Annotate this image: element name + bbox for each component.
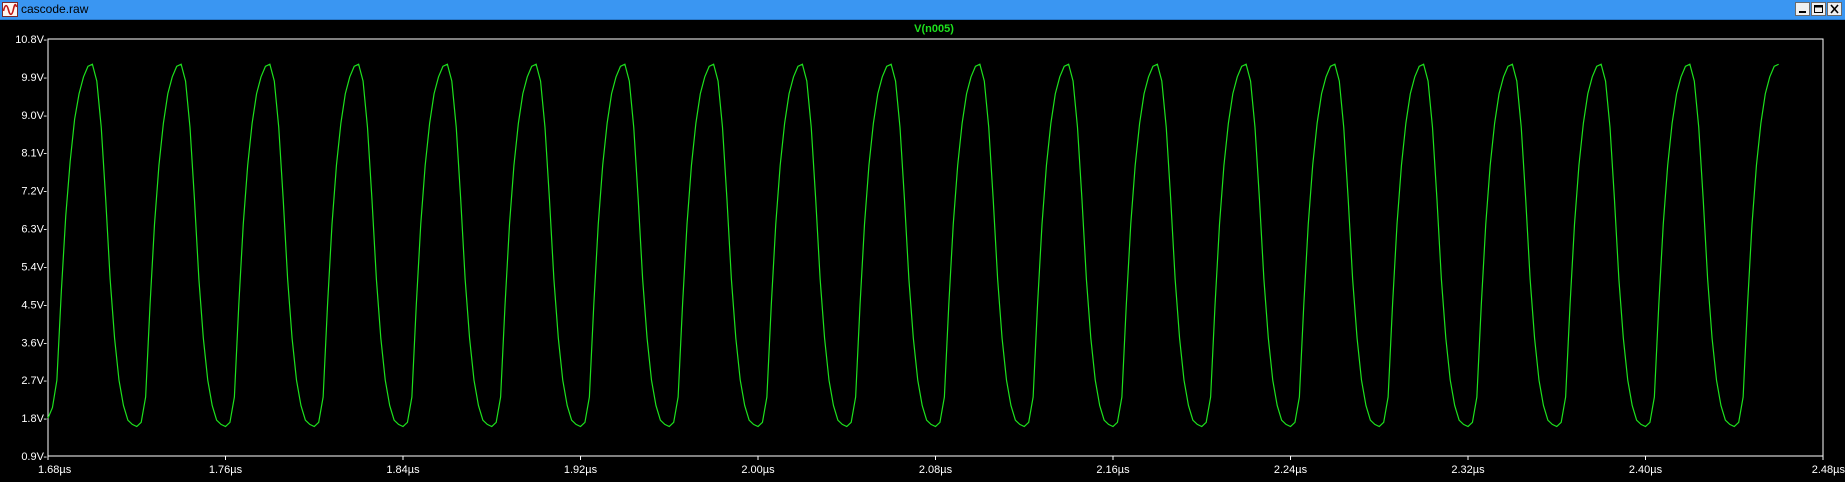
minimize-button[interactable] xyxy=(1795,2,1810,16)
x-tick-label: 2.32µs xyxy=(1451,464,1485,476)
y-tick-label: 1.8V- xyxy=(21,413,47,425)
y-tick-label: 2.7V- xyxy=(21,375,47,387)
window-title: cascode.raw xyxy=(21,2,89,16)
y-tick-label: 9.9V- xyxy=(21,72,47,84)
x-tick-label: 2.00µs xyxy=(741,464,775,476)
title-bar[interactable]: cascode.raw xyxy=(0,0,1845,20)
y-tick-label: 7.2V- xyxy=(21,186,47,198)
x-tick-label: 2.40µs xyxy=(1629,464,1663,476)
y-tick-label: 9.0V- xyxy=(21,110,47,122)
x-tick-label: 2.16µs xyxy=(1096,464,1130,476)
y-tick-label: 4.5V- xyxy=(21,299,47,311)
y-tick-label: 3.6V- xyxy=(21,337,47,349)
waveform-app-icon xyxy=(2,2,18,17)
x-tick-label: 2.24µs xyxy=(1274,464,1308,476)
x-axis-ticks: 1.68µs 1.76µs 1.84µs 1.92µs 2.00µs 2.08µs 2.16… xyxy=(38,456,1845,476)
y-tick-label: 10.8V- xyxy=(15,34,47,46)
x-tick-label: 1.68µs xyxy=(38,464,72,476)
y-tick-label: 6.3V- xyxy=(21,224,47,236)
x-tick-label: 2.48µs xyxy=(1812,464,1845,476)
y-tick-label: 8.1V- xyxy=(21,148,47,160)
x-tick-label: 1.84µs xyxy=(386,464,420,476)
trace-label[interactable]: V(n005) xyxy=(914,23,954,35)
x-tick-label: 1.76µs xyxy=(209,464,243,476)
x-tick-label: 2.08µs xyxy=(919,464,953,476)
y-axis-ticks: 0.9V- 1.8V- 2.7V- 3.6V- 4.5V- 5.4V- 6.3V- 7.2V-… xyxy=(15,34,47,463)
plot-frame xyxy=(47,38,1824,457)
x-tick-label: 1.92µs xyxy=(564,464,598,476)
waveform-chart[interactable]: V(n005) 0.9V- 1.8V- 2.7V- 3.6V- 4.5V- 5.4V- 6.… xyxy=(0,20,1845,482)
maximize-button[interactable] xyxy=(1811,2,1826,16)
trace-v-n005 xyxy=(47,63,1779,428)
plot-pane[interactable]: V(n005) 0.9V- 1.8V- 2.7V- 3.6V- 4.5V- 5.4V- 6.… xyxy=(0,20,1845,482)
close-button[interactable] xyxy=(1827,2,1842,16)
y-tick-label: 0.9V- xyxy=(21,451,47,463)
y-tick-label: 5.4V- xyxy=(21,261,47,273)
